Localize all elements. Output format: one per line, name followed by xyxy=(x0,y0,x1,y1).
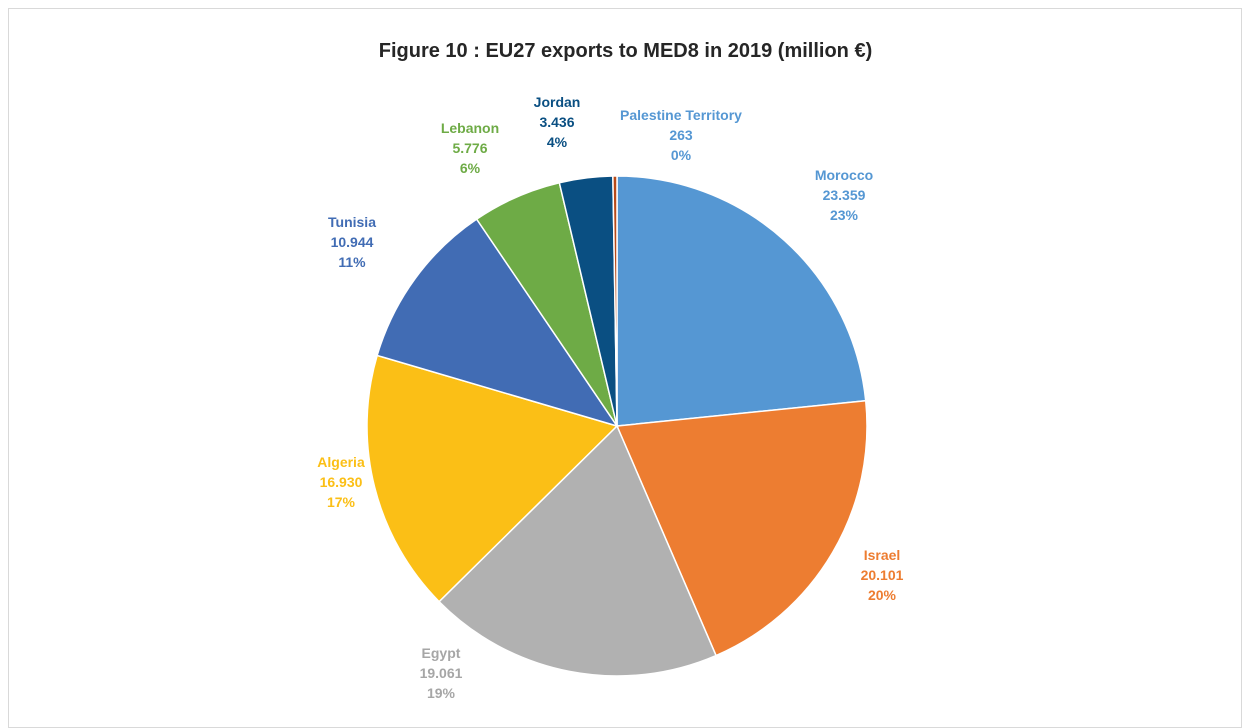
pie-slice-palestine-territory xyxy=(612,175,618,427)
data-label-name: Morocco xyxy=(815,167,873,183)
data-label-percent: 23% xyxy=(830,207,859,223)
data-label-value: 263 xyxy=(669,127,693,143)
data-label-value: 10.944 xyxy=(331,234,374,250)
data-label-percent: 6% xyxy=(460,160,481,176)
data-label-egypt: Egypt 19.061 19% xyxy=(420,645,463,701)
data-label-israel: Israel 20.101 20% xyxy=(861,547,904,603)
pie-slice-egypt xyxy=(438,424,718,677)
data-label-tunisia: Tunisia 10.944 11% xyxy=(328,214,376,270)
data-label-value: 19.061 xyxy=(420,665,463,681)
data-label-morocco: Morocco 23.359 23% xyxy=(815,167,873,223)
pie-slice-algeria xyxy=(366,354,619,603)
data-label-value: 23.359 xyxy=(823,187,866,203)
data-label-name: Palestine Territory xyxy=(620,107,742,123)
data-label-value: 16.930 xyxy=(320,474,363,490)
data-label-name: Egypt xyxy=(422,645,461,661)
data-label-percent: 17% xyxy=(327,494,356,510)
data-label-value: 5.776 xyxy=(452,140,487,156)
data-label-name: Jordan xyxy=(534,94,581,110)
data-label-algeria: Algeria 16.930 17% xyxy=(317,454,365,510)
data-label-name: Algeria xyxy=(317,454,365,470)
pie-slice-morocco xyxy=(616,175,867,427)
data-label-name: Lebanon xyxy=(441,120,499,136)
data-label-palestine-territory: Palestine Territory 263 0% xyxy=(620,107,742,163)
data-label-value: 3.436 xyxy=(539,114,574,130)
chart-title: Figure 10 : EU27 exports to MED8 in 2019… xyxy=(378,40,873,62)
pie-slice-israel xyxy=(615,399,868,657)
data-label-value: 20.101 xyxy=(861,567,904,583)
data-label-percent: 4% xyxy=(547,134,568,150)
data-label-percent: 11% xyxy=(338,254,366,270)
data-label-name: Tunisia xyxy=(328,214,376,230)
data-label-percent: 0% xyxy=(671,147,692,163)
data-label-name: Israel xyxy=(864,547,901,563)
data-label-jordan: Jordan 3.436 4% xyxy=(534,94,581,150)
data-label-percent: 19% xyxy=(427,685,456,701)
data-label-percent: 20% xyxy=(868,587,897,603)
data-label-lebanon: Lebanon 5.776 6% xyxy=(441,120,499,176)
pie-slice-tunisia xyxy=(376,218,619,428)
